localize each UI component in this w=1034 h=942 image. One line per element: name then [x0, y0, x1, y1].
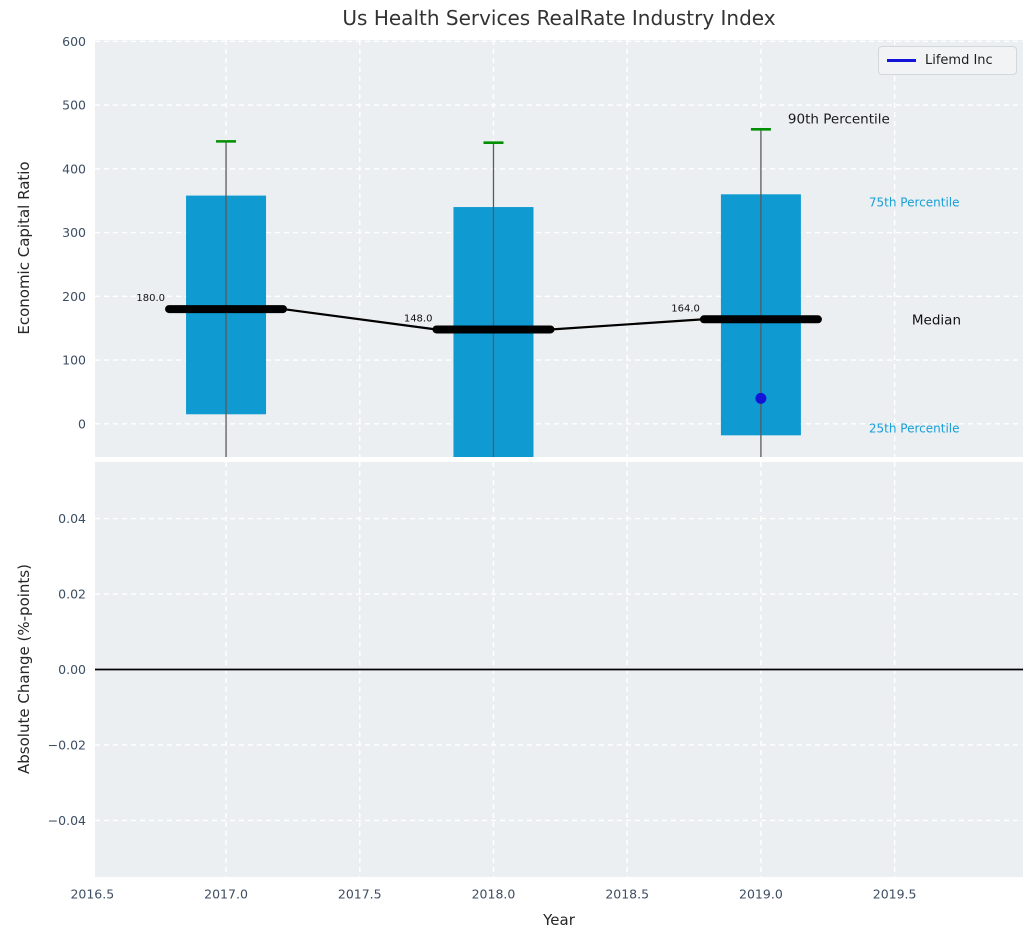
y-tick-label-bottom: −0.02 [48, 737, 86, 752]
x-tick-label: 2016.5 [70, 887, 114, 902]
annotation-90th-percentile: 90th Percentile [788, 111, 890, 127]
y-tick-label-top: 600 [62, 34, 86, 49]
y-tick-label-top: 500 [62, 98, 86, 113]
median-connector [550, 318, 704, 331]
x-tick-label: 2018.0 [472, 887, 516, 902]
y-tick-label-top: 400 [62, 161, 86, 176]
y-axis-label-top: Economic Capital Ratio [15, 161, 33, 335]
legend-label: Lifemd Inc [925, 53, 993, 68]
y-tick-label-top: 100 [62, 353, 86, 368]
x-tick-label: 2019.0 [739, 887, 783, 902]
x-tick-label: 2018.5 [605, 887, 649, 902]
legend: Lifemd Inc [878, 46, 1017, 75]
x-tick-label: 2019.5 [873, 887, 917, 902]
annotation-75th-percentile: 75th Percentile [869, 195, 960, 209]
y-tick-label-bottom: 0.04 [58, 511, 86, 526]
annotation-25th-percentile: 25th Percentile [869, 421, 960, 435]
y-tick-label-bottom: 0.00 [58, 662, 86, 677]
y-tick-label-top: 200 [62, 289, 86, 304]
median-value-label: 164.0 [671, 303, 700, 314]
y-tick-label-top: 300 [62, 225, 86, 240]
median-value-label: 148.0 [404, 313, 433, 324]
top-axes-geometry [165, 127, 822, 457]
chart-title: Us Health Services RealRate Industry Ind… [342, 6, 776, 30]
y-axis-label-bottom: Absolute Change (%-points) [15, 564, 33, 774]
lifemd-point [755, 392, 767, 404]
annotation-median: Median [912, 312, 961, 328]
x-tick-label: 2017.5 [338, 887, 382, 902]
x-tick-label: 2017.0 [204, 887, 248, 902]
x-axis-label: Year [543, 911, 575, 929]
legend-line-sample [887, 59, 916, 62]
y-tick-label-bottom: 0.02 [58, 587, 86, 602]
y-tick-label-bottom: −0.04 [48, 813, 86, 828]
y-tick-label-top: 0 [78, 416, 86, 431]
median-connector [282, 307, 437, 331]
median-value-label: 180.0 [136, 293, 165, 304]
